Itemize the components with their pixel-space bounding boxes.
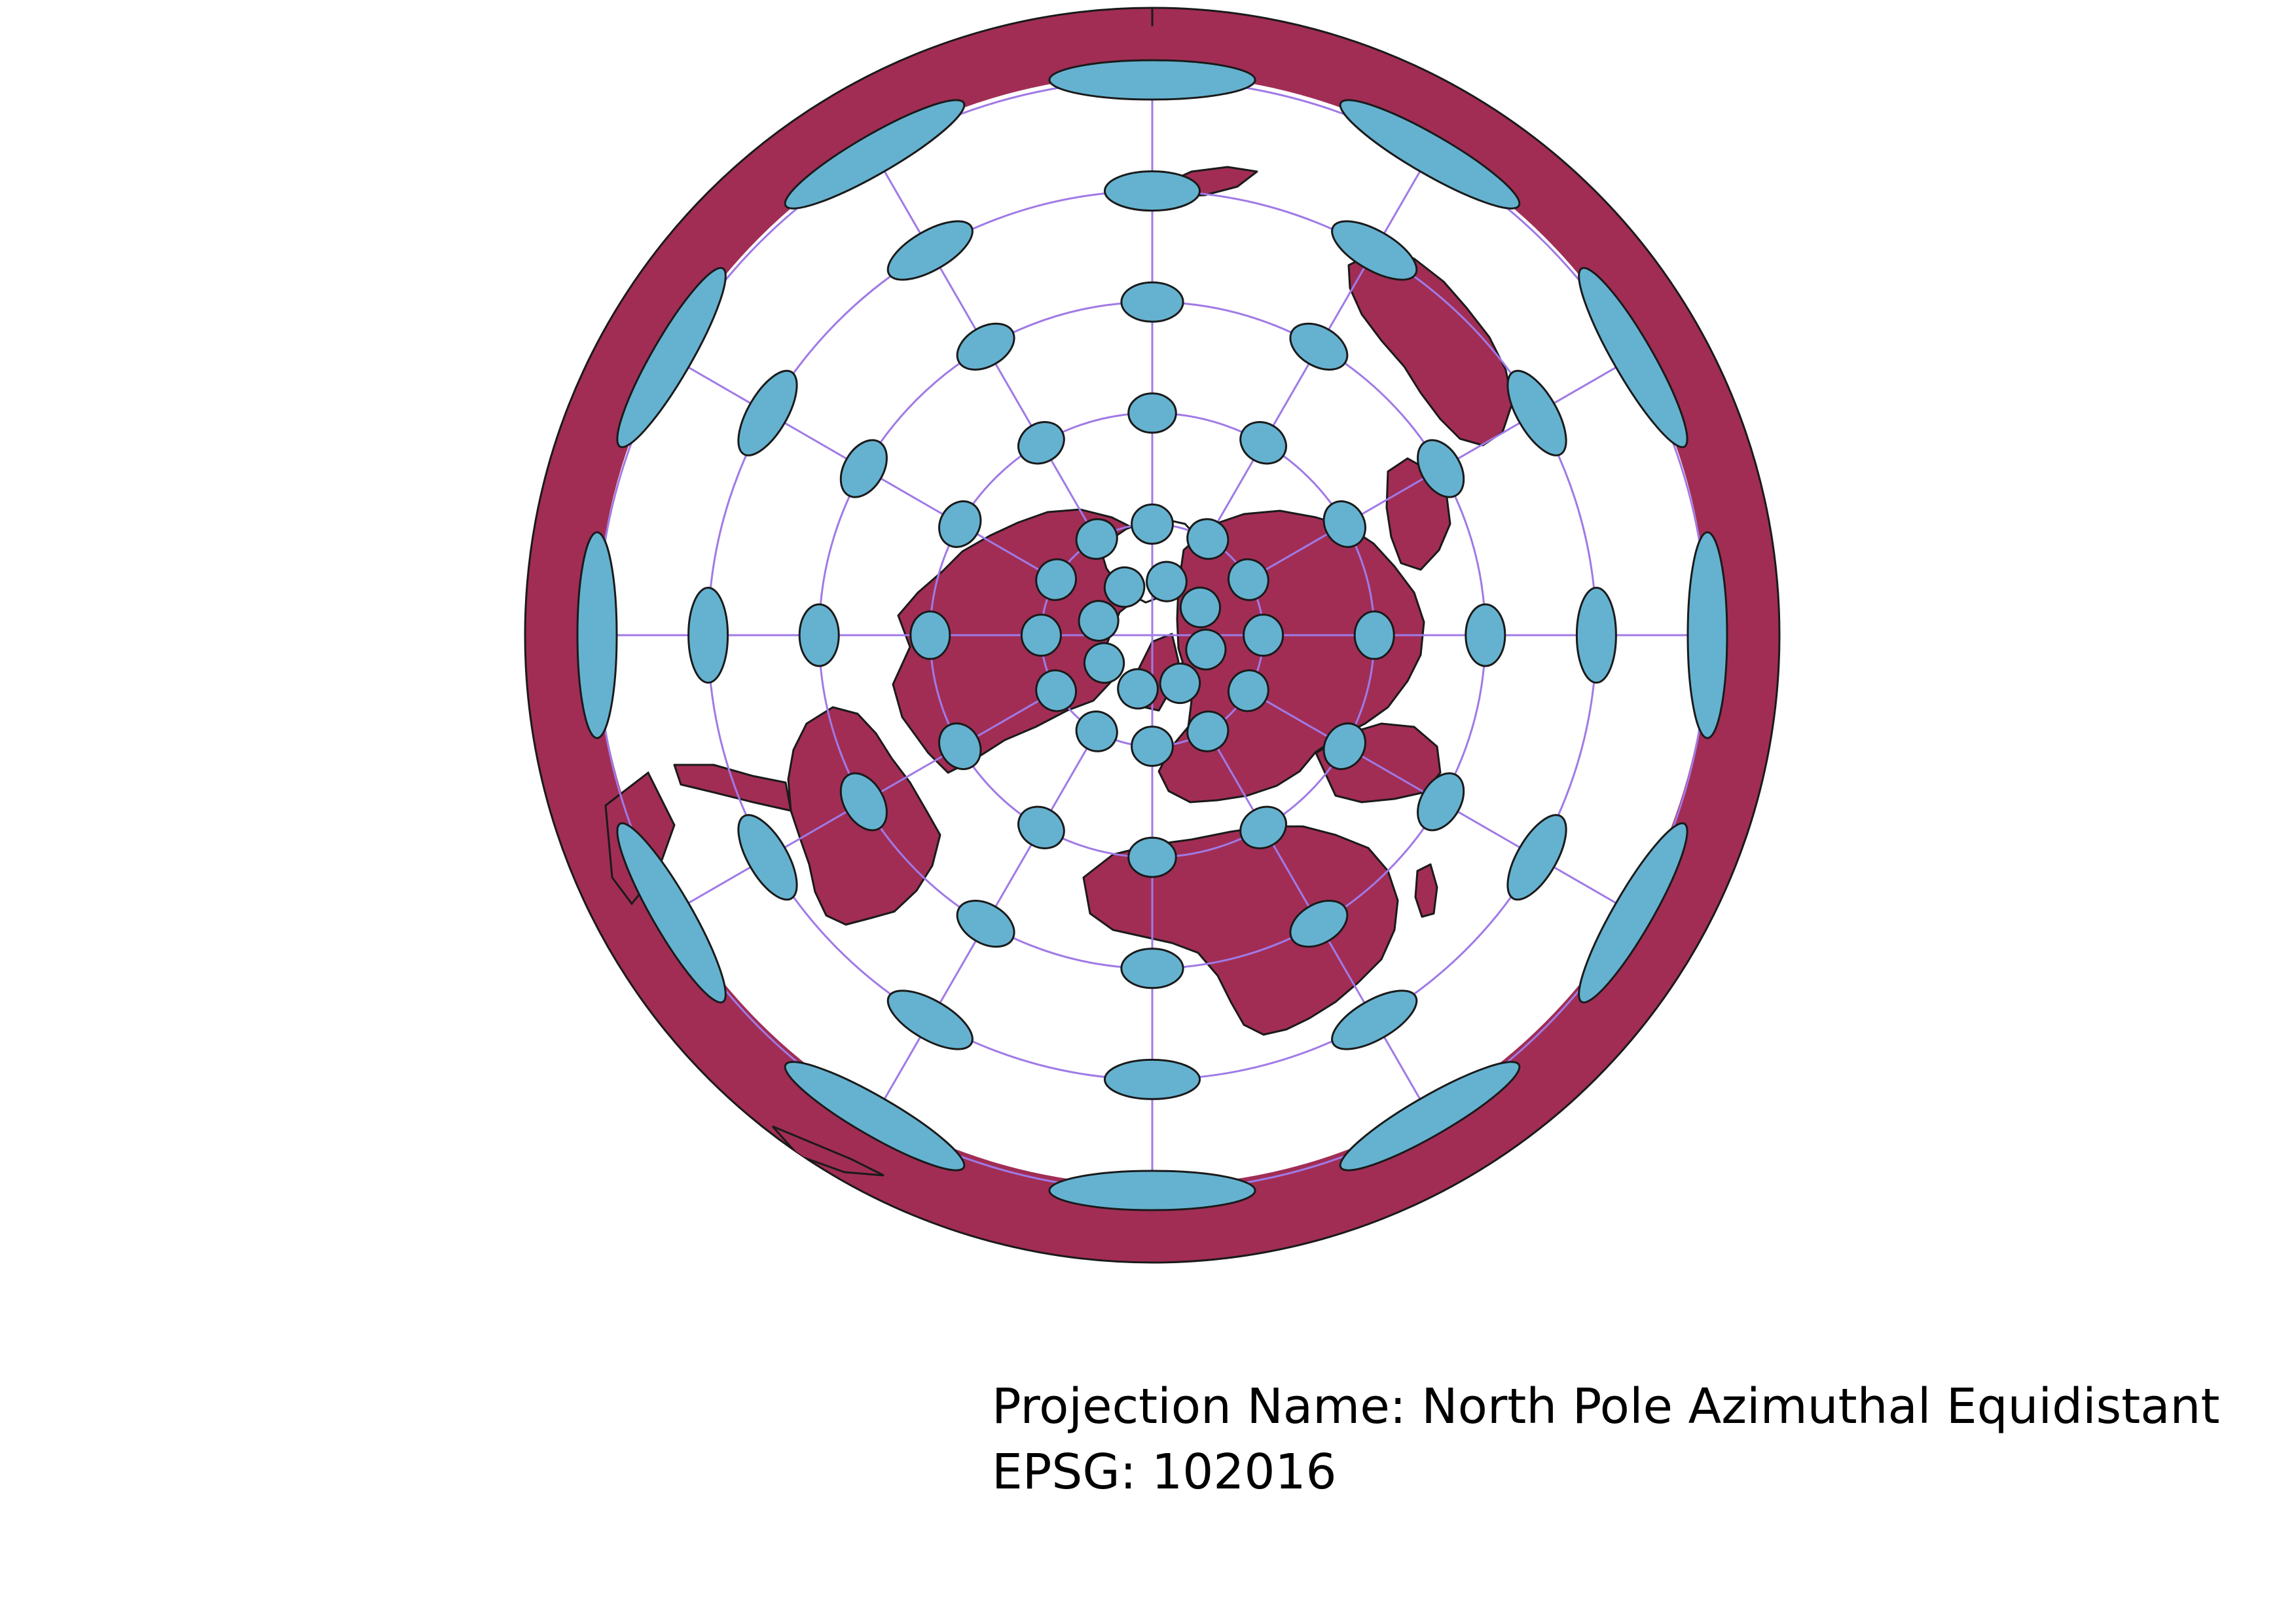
tissot-ellipse [616,267,727,449]
tissot-ellipse [1239,805,1287,849]
tissot-ellipse [576,531,618,739]
projection-caption: Projection Name: North Pole Azimuthal Eq… [992,1374,2219,1505]
tissot-ellipse [1127,836,1177,878]
tissot-ellipse [1179,586,1222,629]
tissot-ellipse [737,369,798,456]
tissot-ellipse [1048,59,1256,101]
tissot-ellipse [1017,421,1065,465]
tissot-ellipse [1465,603,1506,667]
tissot-ellipse [938,722,982,770]
tissot-ellipse [1575,586,1617,684]
tissot-ellipse [1322,500,1366,548]
tissot-ellipse [1146,561,1188,602]
tissot-ellipse [839,772,888,832]
tissot-ellipse [1131,503,1174,545]
tissot-ellipse [1048,1170,1256,1211]
tissot-ellipse [1243,614,1285,657]
tissot-ellipse [1417,439,1465,498]
tissot-ellipse [1322,722,1366,770]
tissot-ellipse [956,900,1015,948]
tissot-ellipse [1083,642,1125,684]
tissot-ellipse [784,1061,966,1172]
tissot-ellipse [1120,281,1184,323]
tissot-ellipse [1117,668,1159,710]
tissot-ellipse [737,814,798,901]
tissot-ellipse [1339,99,1521,210]
landmass-central-america [673,764,792,812]
tissot-ellipse [1228,558,1269,601]
tissot-ellipse [1035,558,1077,601]
tissot-ellipse [909,610,951,660]
tissot-ellipse [1289,322,1349,371]
tissot-ellipse [1103,170,1201,212]
tissot-ellipse [886,989,974,1050]
tissot-ellipse [1186,710,1230,752]
tissot-ellipse [1289,900,1349,948]
tissot-ellipse [1020,614,1062,657]
tissot-indicatrix [576,59,1728,1211]
tissot-ellipse [1120,948,1184,989]
epsg-code-label: EPSG: 102016 [992,1444,1337,1500]
tissot-ellipse [798,603,840,667]
tissot-ellipse [1506,814,1567,901]
tissot-ellipse [1017,805,1065,849]
tissot-ellipse [938,500,982,548]
tissot-ellipse [956,322,1015,371]
tissot-ellipse [1239,421,1287,465]
tissot-ellipse [1078,600,1120,642]
tissot-ellipse [1159,662,1201,705]
tissot-ellipse [1339,1061,1521,1172]
tissot-ellipse [616,822,727,1004]
tissot-ellipse [1035,669,1077,712]
tissot-ellipse [1131,726,1174,767]
tissot-ellipse [886,220,974,281]
tissot-ellipse [1578,822,1688,1004]
tissot-ellipse [1127,392,1177,434]
tissot-ellipse [1103,566,1146,608]
tissot-ellipse [687,586,729,684]
tissot-ellipse [1075,518,1118,560]
tissot-ellipse [1417,772,1465,832]
tissot-ellipse [1578,267,1688,449]
projection-name-label: Projection Name: North Pole Azimuthal Eq… [992,1378,2220,1435]
tissot-ellipse [1331,220,1418,281]
tissot-ellipse [1186,518,1230,560]
tissot-ellipse [1185,629,1227,671]
tissot-ellipse [839,439,888,498]
tissot-ellipse [1331,989,1418,1050]
tissot-ellipse [1103,1058,1201,1100]
tissot-ellipse [1353,610,1395,660]
landmass-madagascar [1414,863,1438,918]
tissot-ellipse [1506,369,1567,456]
tissot-ellipse [1686,531,1728,739]
tissot-ellipse [1228,669,1269,712]
tissot-ellipse [784,99,966,210]
tissot-ellipse [1075,710,1118,752]
